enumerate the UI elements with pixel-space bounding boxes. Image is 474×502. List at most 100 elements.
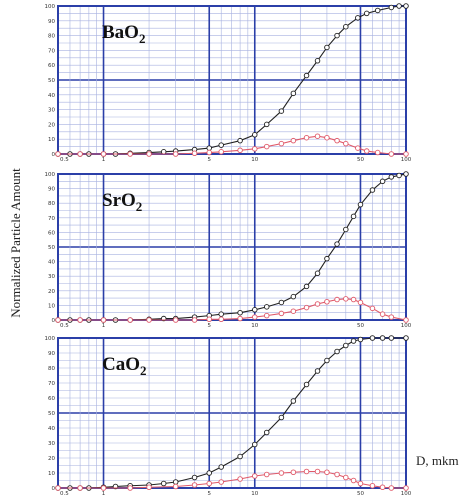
data-point: [218, 316, 224, 323]
data-point: [127, 317, 133, 323]
x-tick-label: 0.5: [60, 157, 69, 163]
data-point: [355, 15, 361, 21]
data-point: [160, 149, 167, 155]
data-point: [343, 342, 349, 349]
data-point: [324, 44, 330, 51]
x-tick-label: 100: [401, 323, 412, 329]
data-point: [237, 137, 243, 144]
data-point: [324, 299, 330, 305]
data-point: [324, 134, 330, 141]
x-tick-label: 10: [251, 157, 258, 163]
data-point: [324, 357, 330, 364]
data-point: [314, 58, 321, 64]
data-point: [191, 317, 198, 323]
data-point: [388, 335, 395, 341]
data-point: [403, 151, 409, 157]
x-tick-label: 1: [102, 491, 106, 497]
data-point: [290, 469, 297, 476]
data-point: [206, 470, 212, 476]
data-point: [350, 477, 357, 484]
data-point: [252, 132, 258, 138]
plot-frame: [57, 5, 407, 155]
y-tick-label: 90: [48, 351, 55, 357]
data-point: [263, 429, 270, 436]
x-tick-label: 10: [251, 491, 258, 497]
data-point: [237, 453, 243, 460]
x-tick-label: 1: [102, 157, 106, 163]
y-tick-label: 30: [48, 108, 55, 114]
data-point: [363, 10, 370, 17]
data-point: [278, 108, 285, 114]
data-point: [77, 485, 83, 491]
y-tick-label: 30: [48, 274, 55, 280]
y-tick-label: 40: [48, 93, 55, 99]
data-point: [403, 335, 409, 341]
data-point: [263, 471, 270, 478]
data-point: [357, 480, 364, 487]
data-point: [314, 301, 321, 307]
data-point: [303, 304, 310, 311]
data-point: [324, 469, 330, 476]
chart-title-subscript: 2: [139, 31, 146, 46]
data-point: [55, 317, 61, 323]
y-tick-label: 90: [48, 19, 55, 25]
data-point: [252, 441, 258, 448]
y-tick-label: 10: [48, 137, 55, 143]
x-tick-label: 0.5: [60, 491, 69, 497]
data-point: [55, 485, 61, 491]
data-point: [379, 484, 386, 491]
x-tick-label: 5: [207, 323, 211, 329]
data-point: [403, 485, 409, 491]
y-tick-label: 100: [45, 172, 56, 178]
data-point: [379, 311, 386, 317]
data-point: [374, 7, 381, 14]
y-tick-label: 50: [48, 245, 55, 251]
data-point: [218, 149, 224, 155]
data-point: [218, 142, 224, 148]
data-point: [396, 3, 402, 9]
y-tick-label: 10: [48, 471, 55, 477]
data-point: [263, 304, 270, 310]
data-point: [350, 338, 357, 344]
chart-title-main: CaO: [102, 354, 140, 375]
y-tick-label: 50: [48, 411, 55, 417]
y-tick-label: 80: [48, 201, 55, 207]
chart-title-subscript: 2: [140, 363, 147, 378]
data-point: [334, 348, 340, 355]
y-tick-label: 20: [48, 122, 55, 128]
data-point: [369, 187, 376, 193]
data-point: [379, 335, 386, 341]
data-point: [206, 316, 212, 323]
data-point: [334, 471, 340, 478]
data-point: [263, 312, 270, 319]
data-point: [146, 484, 152, 491]
data-point: [237, 315, 243, 322]
x-tick-label: 1: [102, 323, 106, 329]
data-point: [206, 149, 212, 156]
data-point: [334, 32, 340, 39]
y-tick-label: 100: [45, 4, 56, 10]
data-point: [357, 201, 364, 208]
data-point: [206, 145, 212, 151]
x-tick-label: 5: [207, 491, 211, 497]
y-tick-label: 20: [48, 456, 55, 462]
data-point: [388, 174, 395, 180]
data-point: [357, 336, 364, 343]
data-point: [369, 483, 376, 489]
data-point: [334, 296, 340, 303]
y-tick-label: 70: [48, 381, 55, 387]
data-point: [191, 474, 198, 481]
data-point: [237, 476, 243, 482]
data-point: [278, 299, 285, 306]
data-point: [355, 145, 361, 151]
data-point: [343, 226, 349, 233]
data-point: [191, 482, 198, 488]
x-tick-label: 100: [401, 157, 412, 163]
y-tick-label: 70: [48, 216, 55, 222]
y-tick-label: 80: [48, 34, 55, 40]
chart-panel: 0 10 20 30 40 50 60 70 80 90 100 0.5 1 5 10 50 100 BaO2: [45, 3, 412, 163]
data-point: [343, 474, 349, 481]
data-point: [172, 479, 179, 485]
data-point: [314, 270, 321, 277]
x-tick-label: 50: [357, 157, 364, 163]
